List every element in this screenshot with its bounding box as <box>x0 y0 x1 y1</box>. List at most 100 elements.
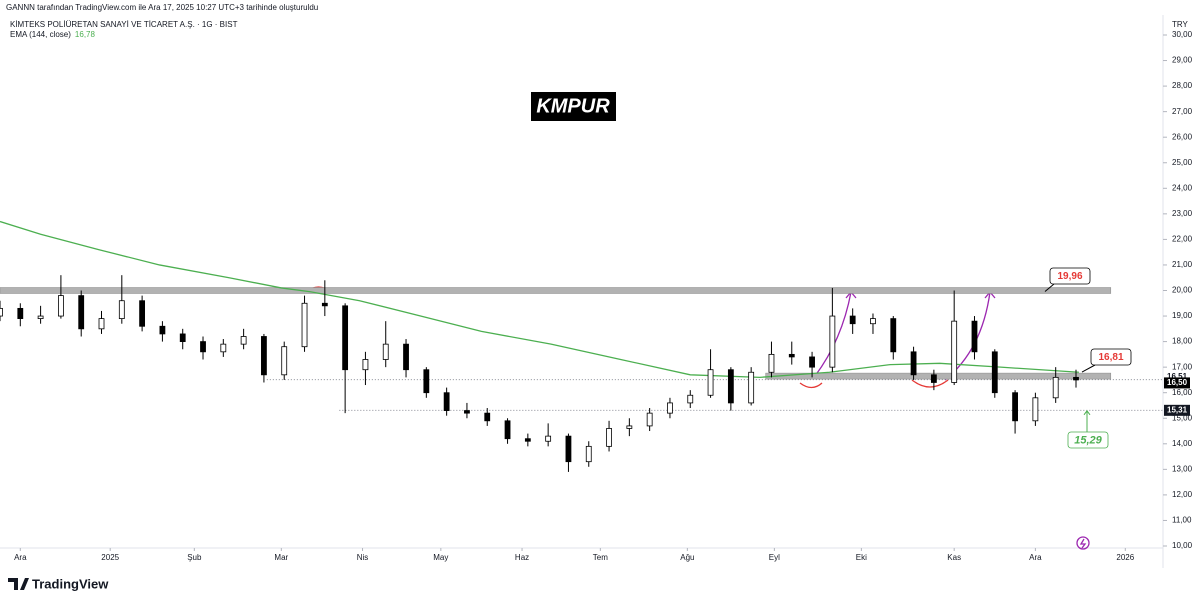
candle-body <box>606 428 612 447</box>
y-tick-label: 28,00 <box>1172 81 1193 90</box>
candle-body <box>58 295 64 317</box>
y-tick-label: 11,00 <box>1172 516 1192 525</box>
logo-box <box>531 92 616 121</box>
candle-body <box>504 420 511 440</box>
candle-body <box>403 343 409 371</box>
level-band <box>765 372 1112 380</box>
candle-body <box>991 351 998 394</box>
y-tick-label: 18,00 <box>1172 337 1193 346</box>
candle-body <box>565 435 572 463</box>
y-tick-label: 10,00 <box>1172 541 1193 550</box>
annotation-box <box>1090 348 1132 366</box>
candle-body <box>281 346 288 376</box>
y-tick-label: 21,00 <box>1172 260 1193 269</box>
level-band <box>0 287 1112 294</box>
x-tick-label: Nis <box>357 553 369 562</box>
candle-body <box>179 333 186 342</box>
candle-body <box>910 351 917 376</box>
candle-body <box>220 343 227 353</box>
candle-body <box>200 341 206 353</box>
price-label: 15,31 <box>1167 405 1188 414</box>
arrow-head <box>1083 410 1091 416</box>
price-label: 16,51 <box>1167 372 1188 381</box>
annotation-pointer <box>1081 364 1096 373</box>
x-tick-label: 2026 <box>1116 553 1134 562</box>
y-tick-label: 19,00 <box>1172 311 1193 320</box>
brand-text: TradingView <box>32 576 109 591</box>
candle-body <box>849 315 856 325</box>
y-tick-label: 24,00 <box>1172 183 1193 192</box>
annotation-label: 16,81 <box>1098 352 1123 363</box>
candle-body <box>0 307 3 317</box>
candle-body <box>1073 376 1079 381</box>
x-tick-label: 2025 <box>101 553 119 562</box>
candle-body <box>870 318 876 325</box>
y-tick-label: 12,00 <box>1172 490 1193 499</box>
x-tick-label: Eyl <box>769 553 780 562</box>
candle-body <box>788 353 795 358</box>
x-tick-label: Şub <box>187 553 202 562</box>
y-tick-label: 22,00 <box>1172 235 1193 244</box>
candle-body <box>951 320 958 383</box>
candle-body <box>1052 376 1059 399</box>
candle-body <box>98 318 105 330</box>
credit: GANNN tarafından TradingView.com ile Ara… <box>6 3 318 12</box>
candle-body <box>667 402 673 414</box>
arc <box>911 379 949 388</box>
candle-body <box>261 336 267 376</box>
price-label-box <box>1164 377 1190 389</box>
price-label-box <box>1164 404 1190 416</box>
annotation-pointer <box>1044 283 1055 292</box>
x-tick-label: Eki <box>856 553 867 562</box>
y-tick-label: 20,00 <box>1172 286 1193 295</box>
currency: TRY <box>1172 20 1189 29</box>
candle-body <box>484 412 491 422</box>
annotation-box <box>1049 267 1091 285</box>
candle-body <box>687 394 694 404</box>
candle-body <box>727 369 734 404</box>
candle-body <box>1032 397 1039 422</box>
y-tick-label: 26,00 <box>1172 132 1193 141</box>
event-icon[interactable] <box>1076 536 1090 550</box>
y-tick-label: 14,00 <box>1172 439 1193 448</box>
logo-text: KMPUR <box>536 95 610 117</box>
event-icon-bolt <box>1079 538 1087 549</box>
y-tick-label: 25,00 <box>1172 158 1193 167</box>
x-tick-label: Kas <box>947 553 961 562</box>
x-tick-label: May <box>433 553 448 562</box>
y-tick-label: 17,00 <box>1172 362 1193 371</box>
candle-body <box>37 315 44 320</box>
candle-body <box>362 359 369 371</box>
candle-body <box>707 369 714 396</box>
brand-icon <box>8 578 29 590</box>
y-tick-label: 27,00 <box>1172 107 1193 116</box>
y-tick-label: 30,00 <box>1172 30 1193 39</box>
x-tick-label: Tem <box>593 553 608 562</box>
candle-body <box>342 305 349 371</box>
candle-body <box>524 438 531 442</box>
x-tick-label: Ara <box>14 553 27 562</box>
candle-body <box>971 320 978 353</box>
y-tick-label: 15,00 <box>1172 413 1193 422</box>
x-tick-label: Ağu <box>680 553 694 562</box>
candle-body <box>646 412 653 427</box>
y-tick-label: 13,00 <box>1172 464 1193 473</box>
y-tick-label: 16,00 <box>1172 388 1193 397</box>
candle-body <box>321 302 328 307</box>
price-label: 16,50 <box>1167 378 1188 387</box>
indicator-value: 16,78 <box>75 30 96 39</box>
ema-line <box>0 220 1079 379</box>
candle-body <box>464 410 470 414</box>
candle-body <box>545 435 552 442</box>
candle-body <box>626 425 633 429</box>
candle-body <box>159 325 166 335</box>
x-tick-label: Ara <box>1029 553 1042 562</box>
candle-body <box>17 307 24 320</box>
footer-logo: TradingView <box>8 576 109 591</box>
candle-body <box>423 369 430 394</box>
annotation-label: 15,29 <box>1074 434 1102 446</box>
y-tick-label: 23,00 <box>1172 209 1193 218</box>
candle-body <box>809 356 815 368</box>
